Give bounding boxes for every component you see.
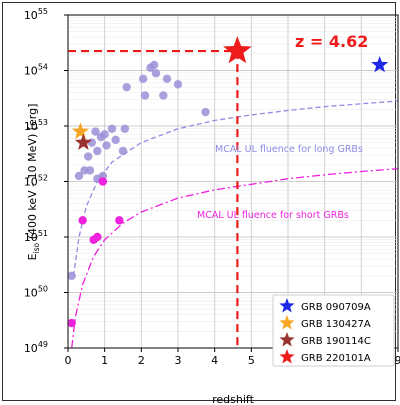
legend-star bbox=[279, 332, 295, 347]
long-grb-point bbox=[162, 74, 172, 84]
annotation-redshift: z = 4.62 bbox=[295, 32, 368, 51]
short-grb-point bbox=[67, 318, 76, 328]
legend-star bbox=[279, 298, 295, 313]
axes: 01234567891049105010511052105310541055 bbox=[24, 7, 400, 367]
long-grb-point bbox=[87, 138, 97, 147]
star-grb-190114c bbox=[74, 133, 92, 150]
long-grb-point bbox=[102, 141, 111, 150]
short-grb-point bbox=[115, 216, 124, 225]
long-grb-point bbox=[93, 146, 102, 156]
long-grb-point bbox=[201, 107, 210, 117]
long-grb-point bbox=[140, 91, 150, 100]
star-grb-130427a bbox=[71, 122, 90, 139]
highlighted-grbs bbox=[71, 36, 389, 150]
y-tick-label: 1053 bbox=[24, 118, 48, 133]
redshift-guide-lines bbox=[68, 49, 239, 348]
sensitivity-curves bbox=[71, 100, 399, 349]
legend-star bbox=[279, 349, 295, 364]
long-grb-point bbox=[149, 60, 159, 70]
long-grb-point bbox=[74, 171, 84, 181]
legend-label: GRB 190114C bbox=[301, 336, 371, 347]
star-grb-220101a bbox=[223, 36, 252, 64]
legend-label: GRB 090709A bbox=[301, 302, 371, 313]
long-grb-point bbox=[120, 124, 130, 133]
short-grb-point bbox=[93, 232, 102, 242]
star-grb-090709a bbox=[371, 55, 389, 73]
chart-frame bbox=[2, 2, 396, 401]
short-grb-point bbox=[78, 216, 87, 225]
y-tick-label: 1052 bbox=[24, 174, 48, 189]
legend-star bbox=[279, 315, 295, 330]
curve-short-grbs bbox=[71, 168, 399, 349]
long-grb-point bbox=[67, 271, 76, 281]
x-tick-label: 4 bbox=[211, 354, 218, 367]
short-grb-point bbox=[98, 177, 108, 186]
legend-label: GRB 130427A bbox=[301, 319, 371, 330]
x-tick-label: 2 bbox=[138, 354, 145, 367]
legend-box bbox=[272, 294, 395, 367]
legend: GRB 090709A GRB 130427A GRB 190114C GRB 220… bbox=[272, 294, 395, 367]
x-axis-label: redshift bbox=[212, 393, 254, 405]
x-tick-label: 1 bbox=[101, 354, 108, 367]
y-axis-label: Eiso (400 keV - 10 MeV) [erg] bbox=[26, 104, 41, 261]
y-tick-label: 1050 bbox=[24, 285, 48, 300]
long-grb-point bbox=[111, 135, 120, 145]
curve-label-short: MCAL UL fluence for short GRBs bbox=[197, 210, 349, 221]
x-tick-label: 9 bbox=[395, 354, 400, 367]
x-tick-label: 5 bbox=[248, 354, 255, 367]
long-grb-point bbox=[107, 124, 117, 133]
long-grb-point bbox=[151, 69, 161, 78]
long-grb-point bbox=[118, 146, 128, 156]
long-grb-point bbox=[83, 152, 93, 161]
x-tick-label: 0 bbox=[65, 354, 72, 367]
y-tick-label: 1055 bbox=[24, 7, 48, 22]
long-grb-point bbox=[138, 74, 148, 84]
long-grb-point bbox=[173, 80, 183, 89]
long-grb-point bbox=[122, 82, 131, 92]
y-tick-label: 1049 bbox=[24, 340, 48, 355]
y-tick-label: 1054 bbox=[24, 63, 48, 78]
long-grb-point bbox=[91, 127, 100, 136]
y-tick-label: 1051 bbox=[24, 229, 48, 244]
long-grb-point bbox=[159, 91, 168, 100]
curve-long-grbs bbox=[72, 100, 399, 276]
long-grb-point bbox=[85, 166, 95, 175]
long-grb-point bbox=[100, 130, 109, 139]
legend-label: GRB 220101A bbox=[301, 353, 371, 364]
curve-label-long: MCAL UL fluence for long GRBs bbox=[215, 144, 363, 155]
x-tick-label: 3 bbox=[175, 354, 182, 367]
grb-data-points bbox=[67, 60, 210, 328]
